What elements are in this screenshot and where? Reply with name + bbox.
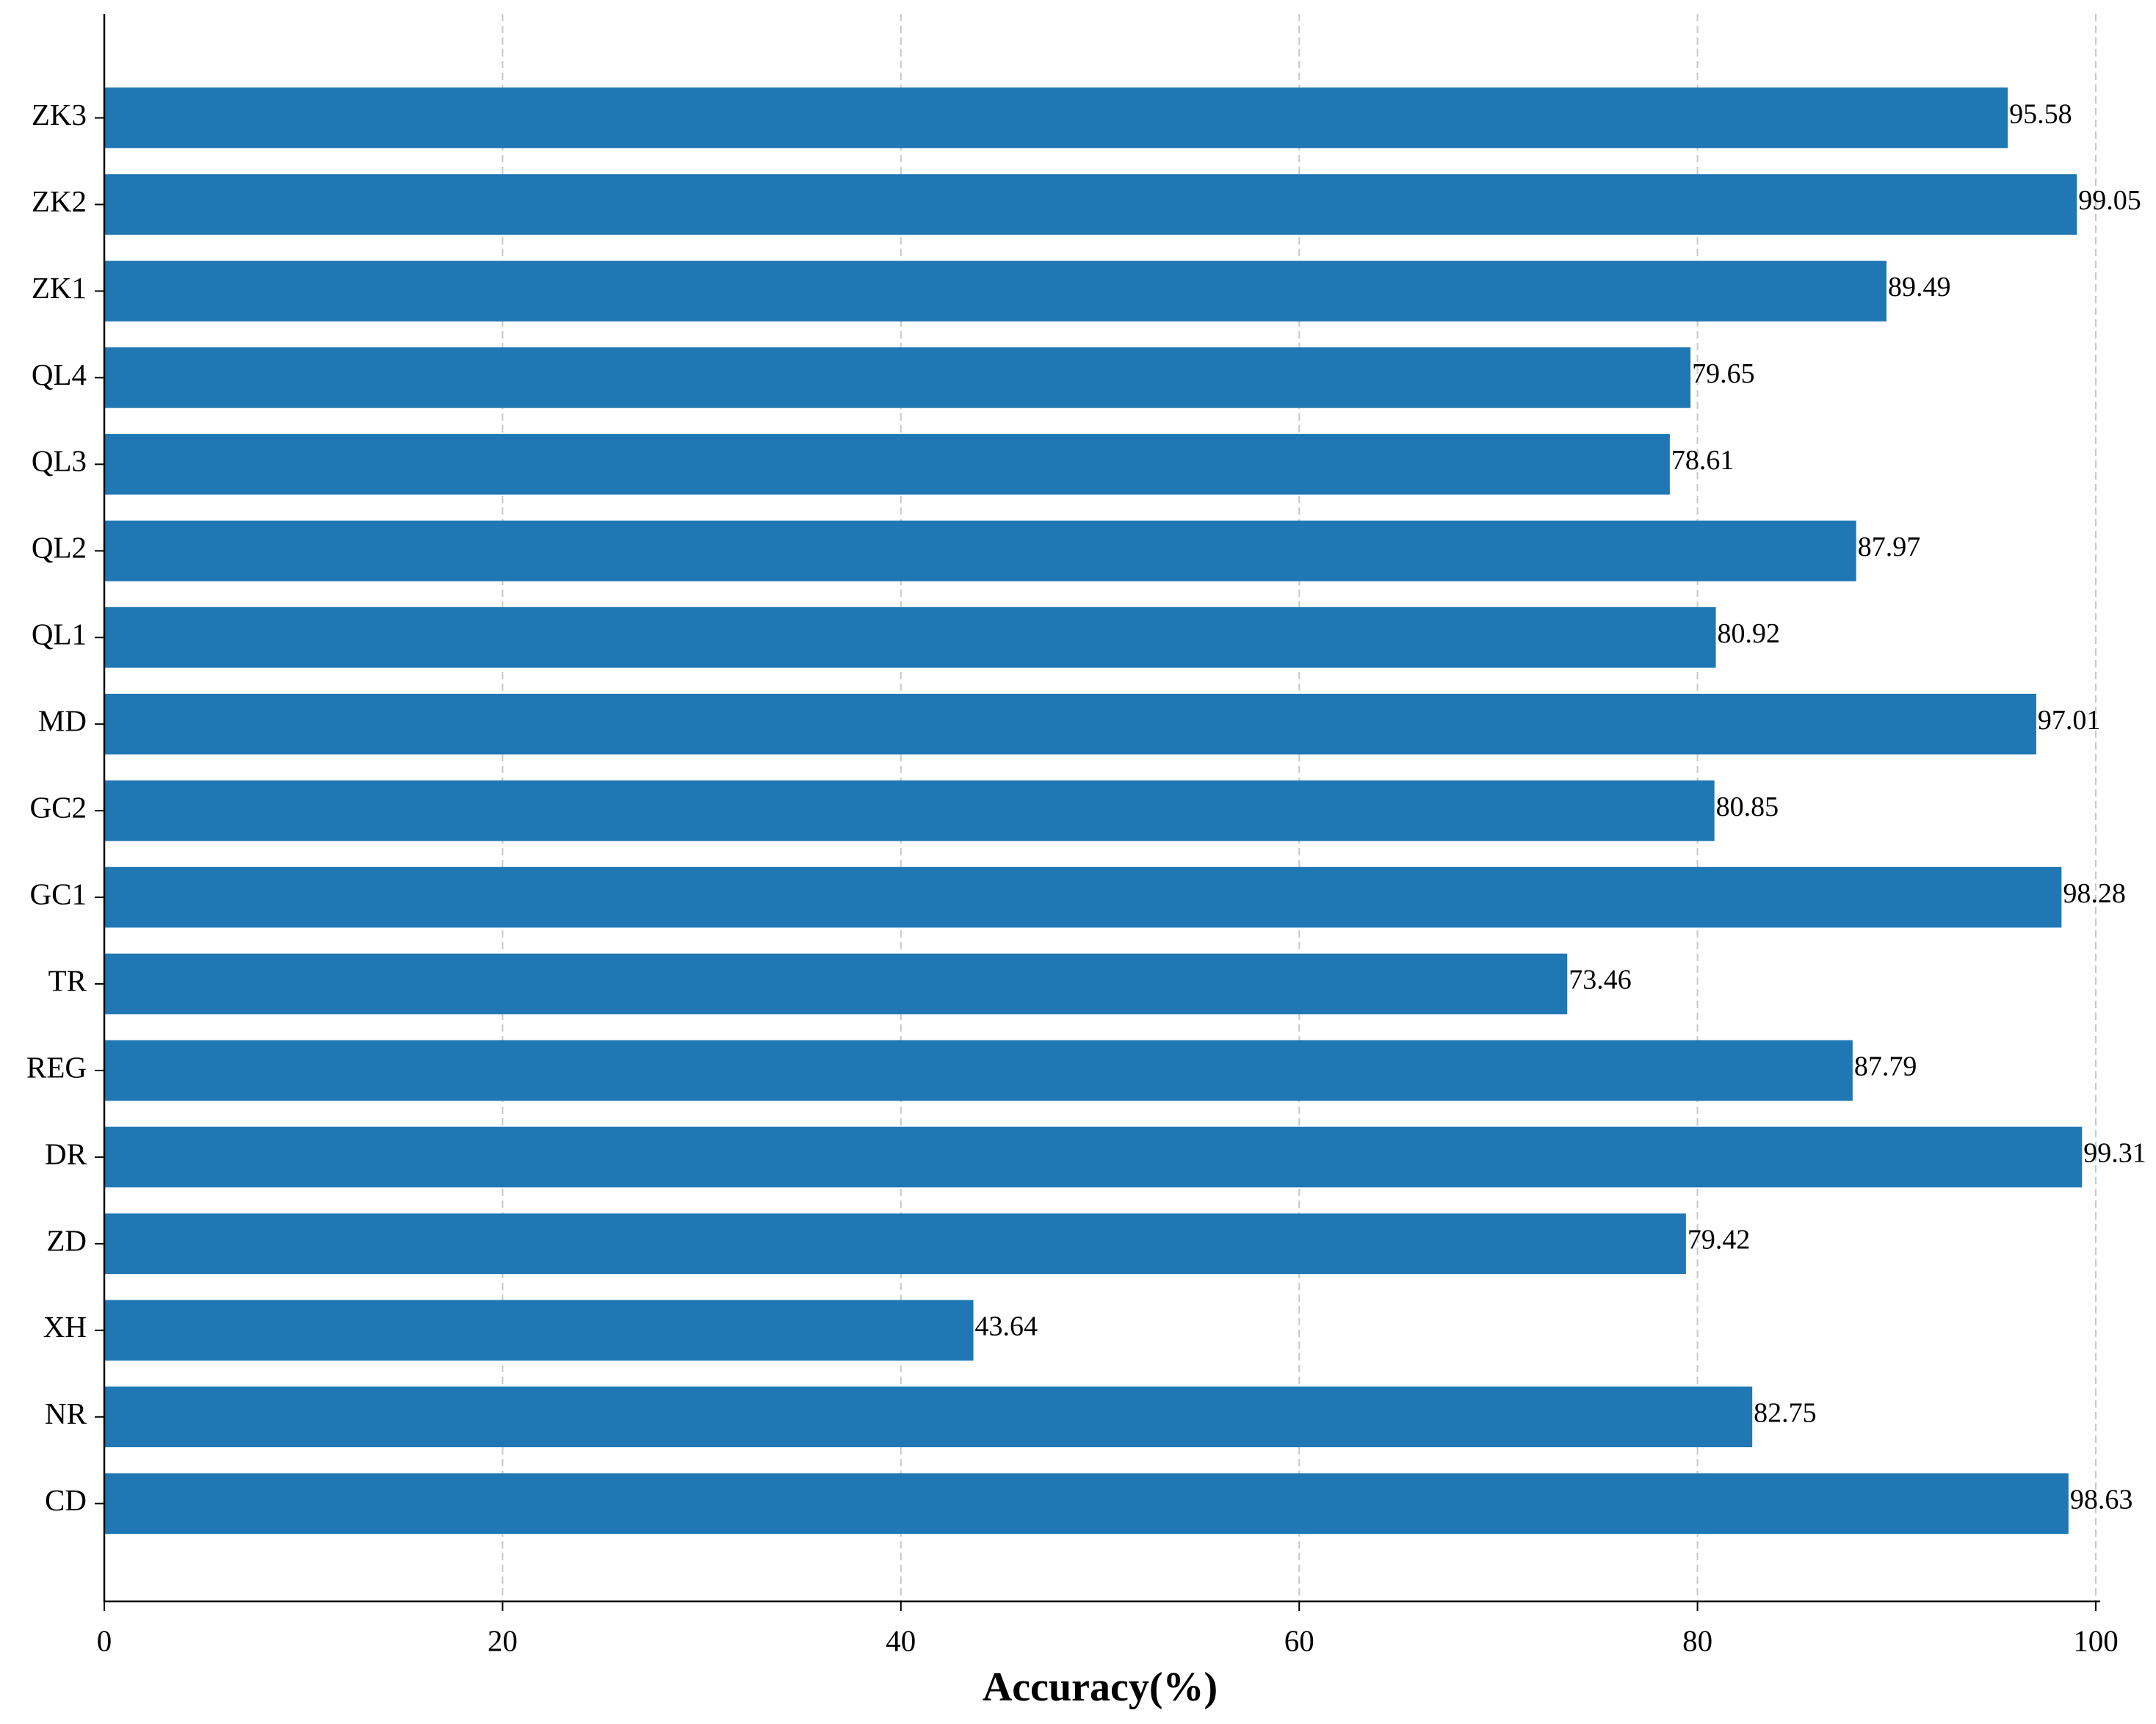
x-tick-label: 100 xyxy=(2073,1623,2119,1657)
value-label: 43.64 xyxy=(975,1311,1038,1342)
x-tick-label: 40 xyxy=(886,1623,916,1657)
y-tick-label: ZK1 xyxy=(32,271,87,305)
y-tick-label: REG xyxy=(26,1050,87,1084)
value-label: 97.01 xyxy=(2038,705,2101,736)
value-label: 80.85 xyxy=(1716,792,1779,822)
y-tick-label: GC1 xyxy=(30,877,87,910)
value-label: 99.05 xyxy=(2078,185,2141,216)
value-label: 79.65 xyxy=(1692,358,1755,389)
bar xyxy=(104,521,1856,582)
y-tick-label: QL1 xyxy=(32,617,87,651)
y-tick-label: NR xyxy=(45,1397,87,1430)
bar xyxy=(104,347,1691,408)
y-tick-label: QL2 xyxy=(32,531,87,565)
bar xyxy=(104,261,1886,322)
value-label: 87.97 xyxy=(1858,532,1921,562)
bar xyxy=(104,1126,2083,1188)
bar xyxy=(104,1386,1753,1448)
value-label: 79.42 xyxy=(1687,1225,1751,1256)
y-tick-label: ZK3 xyxy=(32,98,87,131)
y-tick-label: DR xyxy=(45,1137,87,1170)
bar xyxy=(104,866,2062,928)
value-label: 89.49 xyxy=(1888,272,1951,303)
value-label: 82.75 xyxy=(1754,1397,1817,1428)
value-label: 95.58 xyxy=(2009,98,2072,129)
x-tick-label: 0 xyxy=(97,1623,112,1657)
bar xyxy=(104,1300,974,1361)
value-label: 98.28 xyxy=(2063,878,2126,909)
bar xyxy=(104,1040,1853,1101)
y-tick-label: ZK2 xyxy=(32,184,87,218)
bar xyxy=(104,606,1716,668)
bar xyxy=(104,693,2036,755)
x-tick-label: 80 xyxy=(1682,1623,1712,1657)
bar xyxy=(104,780,1715,841)
y-tick-label: ZD xyxy=(46,1223,87,1257)
bar xyxy=(104,87,2008,148)
x-tick-label: 20 xyxy=(488,1623,518,1657)
y-tick-label: QL4 xyxy=(32,358,87,391)
value-label: 78.61 xyxy=(1671,445,1734,476)
y-tick-label: TR xyxy=(48,963,87,997)
y-tick-label: QL3 xyxy=(32,444,87,478)
value-label: 98.63 xyxy=(2070,1484,2133,1515)
bar xyxy=(104,1473,2069,1534)
value-label: 80.92 xyxy=(1718,618,1781,649)
x-tick-label: 60 xyxy=(1284,1623,1314,1657)
bar xyxy=(104,953,1568,1015)
y-tick-label: CD xyxy=(45,1483,87,1517)
value-label: 87.79 xyxy=(1854,1051,1917,1082)
bar xyxy=(104,1213,1686,1275)
y-tick-label: GC2 xyxy=(30,791,87,825)
bar xyxy=(104,434,1670,495)
x-axis-label: Accuracy(%) xyxy=(983,1665,1218,1710)
y-tick-label: MD xyxy=(38,704,87,738)
y-tick-label: XH xyxy=(43,1310,87,1344)
value-label: 73.46 xyxy=(1569,965,1632,996)
value-label: 99.31 xyxy=(2083,1138,2146,1169)
bar xyxy=(104,174,2077,235)
